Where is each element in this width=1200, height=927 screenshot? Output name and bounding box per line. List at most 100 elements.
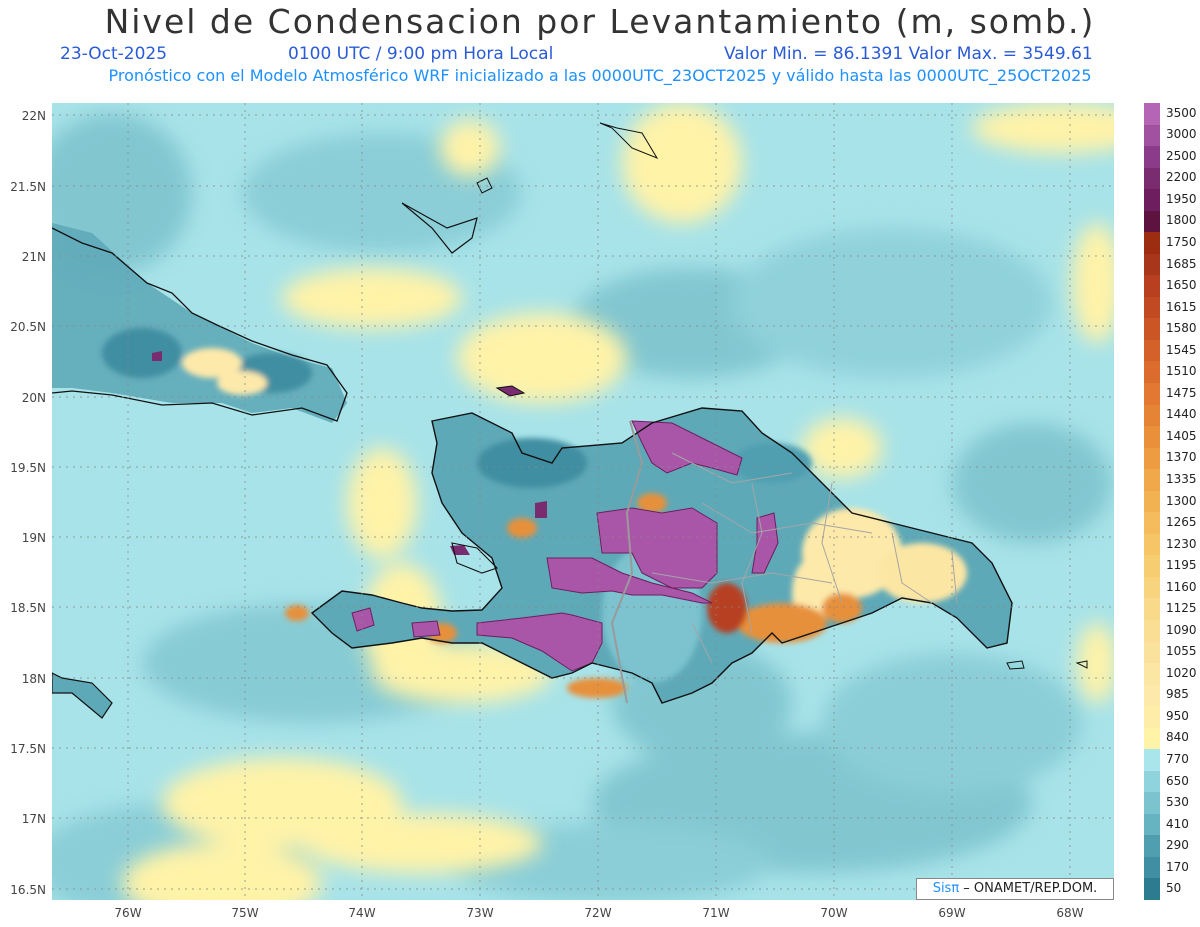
- colorbar-swatch: [1144, 383, 1160, 406]
- colorbar-label: 3500: [1166, 105, 1197, 120]
- colorbar-label: 1510: [1166, 364, 1197, 379]
- colorbar-label: 1195: [1166, 558, 1197, 573]
- inagua-coast: [401, 202, 478, 254]
- colorbar-swatch: [1144, 296, 1160, 319]
- lat-label: 16.5N: [10, 883, 46, 897]
- tortuga-coast: [495, 385, 526, 397]
- colorbar-swatch: [1144, 792, 1160, 815]
- colorbar-swatch: [1144, 447, 1160, 470]
- island-coast: [476, 177, 493, 194]
- colorbar-swatch: [1144, 124, 1160, 147]
- lat-label: 21.5N: [10, 180, 46, 194]
- colorbar-swatch: [1144, 167, 1160, 190]
- colorbar-label: 770: [1166, 751, 1189, 766]
- colorbar-swatch: [1144, 490, 1160, 513]
- map-svg: [52, 103, 1114, 900]
- colorbar-label: 1440: [1166, 407, 1197, 422]
- sis-logo-text: Sisπ: [932, 881, 960, 896]
- colorbar-swatch: [1144, 469, 1160, 492]
- colorbar-swatch: [1144, 878, 1160, 901]
- saona-coast: [1006, 660, 1025, 670]
- colorbar-label: 985: [1166, 687, 1189, 702]
- hispaniola-coast: [310, 407, 1013, 704]
- colorbar-label: 1800: [1166, 213, 1197, 228]
- forecast-time: 0100 UTC / 9:00 pm Hora Local: [288, 44, 554, 64]
- cuba-coast: [52, 227, 348, 422]
- colorbar-swatch: [1144, 533, 1160, 556]
- lon-label: 76W: [114, 906, 142, 920]
- colorbar-label: 840: [1166, 730, 1189, 745]
- lat-label: 18.5N: [10, 601, 46, 615]
- colorbar-swatch: [1144, 835, 1160, 858]
- colorbar-swatch: [1144, 103, 1160, 126]
- ocean-mid-values: [122, 103, 1114, 900]
- colorbar-swatch: [1144, 684, 1160, 707]
- colorbar-label: 3000: [1166, 127, 1197, 142]
- model-note: Pronóstico con el Modelo Atmosférico WRF…: [108, 66, 1092, 85]
- colorbar-label: 2200: [1166, 170, 1197, 185]
- colorbar-swatch: [1144, 318, 1160, 341]
- caicos-coast: [599, 122, 659, 160]
- colorbar: [1144, 103, 1160, 901]
- colorbar-swatch: [1144, 598, 1160, 621]
- colorbar-swatch: [1144, 663, 1160, 686]
- colorbar-label: 1475: [1166, 385, 1197, 400]
- colorbar-label: 410: [1166, 816, 1189, 831]
- colorbar-label: 1750: [1166, 235, 1197, 249]
- colorbar-label: 1055: [1166, 644, 1197, 659]
- colorbar-swatch: [1144, 512, 1160, 535]
- colorbar-swatch: [1144, 706, 1160, 729]
- colorbar-swatch: [1144, 275, 1160, 298]
- colorbar-label: 1265: [1166, 515, 1197, 530]
- colorbar-swatch: [1144, 426, 1160, 449]
- colorbar-swatch: [1144, 210, 1160, 233]
- colorbar-label: 170: [1166, 859, 1189, 874]
- colorbar-label: 1020: [1166, 665, 1197, 680]
- lon-label: 75W: [231, 906, 259, 920]
- colorbar-swatch: [1144, 619, 1160, 642]
- colorbar-swatch: [1144, 339, 1160, 362]
- colorbar-swatch: [1144, 555, 1160, 578]
- jamaica-coast: [52, 672, 113, 719]
- haiti-dr-border: [610, 420, 644, 704]
- colorbar-label: 1335: [1166, 471, 1197, 486]
- min-max-values: Valor Min. = 86.1391 Valor Max. = 3549.6…: [724, 44, 1093, 64]
- colorbar-swatch: [1144, 641, 1160, 664]
- colorbar-label: 1950: [1166, 191, 1197, 206]
- cuba-detail: [102, 328, 312, 395]
- lat-label: 20N: [21, 391, 46, 405]
- map-title: Nivel de Condensacion por Levantamiento …: [104, 2, 1096, 41]
- colorbar-swatch: [1144, 770, 1160, 793]
- credit-box: Sisπ – ONAMET/REP.DOM.: [916, 878, 1114, 900]
- colorbar-swatch: [1144, 749, 1160, 772]
- lat-label: 19N: [21, 531, 46, 545]
- colorbar-label: 1090: [1166, 622, 1197, 637]
- lon-label: 69W: [938, 906, 966, 920]
- lat-label: 17N: [21, 812, 46, 826]
- lat-label: 19.5N: [10, 461, 46, 475]
- colorbar-label: 1650: [1166, 278, 1197, 293]
- colorbar-label: 1370: [1166, 450, 1197, 465]
- credit-text: – ONAMET/REP.DOM.: [959, 881, 1098, 896]
- colorbar-swatch: [1144, 813, 1160, 836]
- colorbar-label: 290: [1166, 838, 1189, 853]
- gonave-coast: [451, 542, 499, 574]
- colorbar-swatch: [1144, 576, 1160, 599]
- colorbar-swatch: [1144, 404, 1160, 427]
- colorbar-label: 530: [1166, 795, 1189, 810]
- lon-label: 68W: [1056, 906, 1084, 920]
- forecast-date: 23-Oct-2025: [60, 44, 168, 64]
- colorbar-label: 1125: [1166, 601, 1197, 616]
- colorbar-label: 50: [1166, 881, 1182, 896]
- lat-label: 20.5N: [10, 320, 46, 334]
- colorbar-label: 1580: [1166, 321, 1197, 336]
- forecast-map: [52, 103, 1114, 900]
- lat-label: 22N: [21, 109, 46, 123]
- colorbar-swatch: [1144, 189, 1160, 212]
- colorbar-swatch: [1144, 856, 1160, 879]
- lon-label: 74W: [348, 906, 376, 920]
- colorbar-label: 1405: [1166, 428, 1197, 443]
- lon-label: 70W: [820, 906, 848, 920]
- mona-coast: [1075, 660, 1088, 669]
- province-borders: [651, 452, 958, 664]
